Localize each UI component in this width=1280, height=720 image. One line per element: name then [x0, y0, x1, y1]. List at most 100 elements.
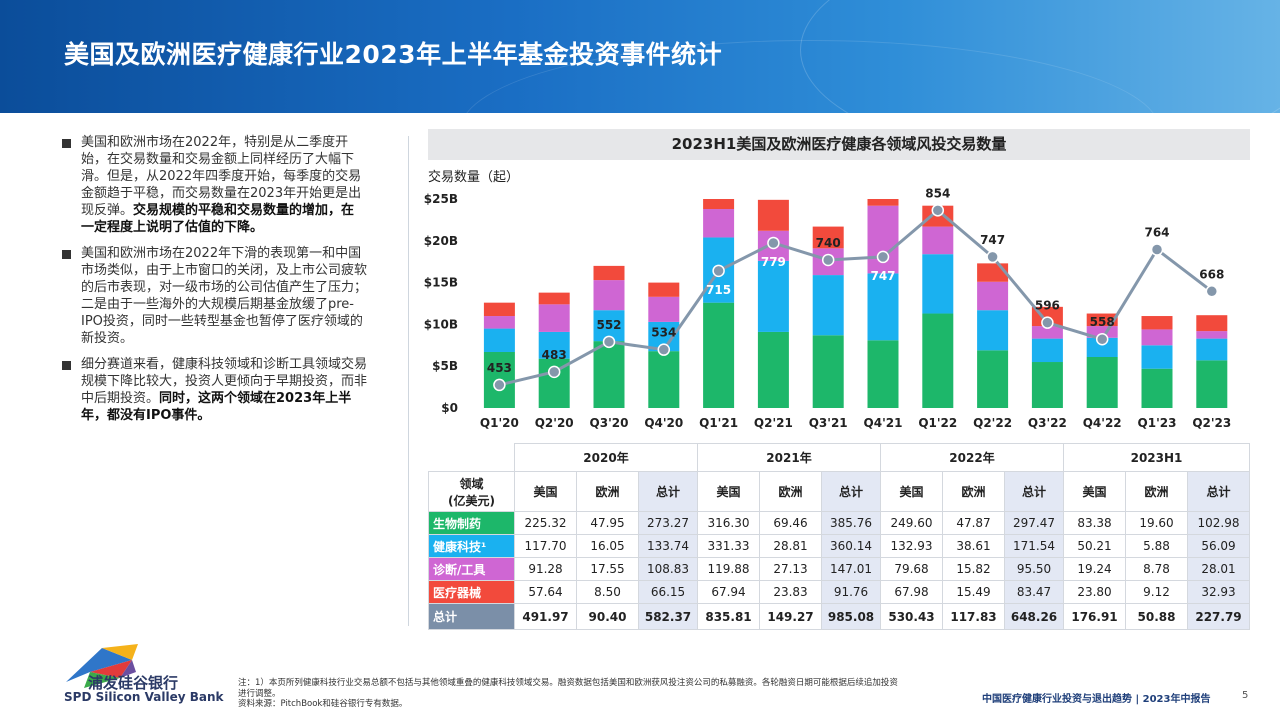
table-value-cell: 17.55 — [576, 557, 639, 581]
table-value-cell: 57.64 — [514, 580, 577, 604]
bar-segment — [1086, 357, 1118, 408]
bar-segment — [1086, 313, 1118, 327]
table-value-cell: 32.93 — [1187, 580, 1250, 604]
deal-count-point — [931, 204, 945, 217]
table-value-cell: 28.01 — [1187, 557, 1250, 581]
x-tick-label: Q4'20 — [644, 416, 683, 430]
table-category-cell: 生物制药 — [428, 511, 515, 535]
table-value-cell: 102.98 — [1187, 511, 1250, 535]
table-value-cell: 133.74 — [638, 534, 698, 558]
table-sub-header: 美国 — [880, 471, 943, 512]
x-tick-label: Q2'22 — [973, 416, 1012, 430]
bar-segment — [867, 340, 899, 408]
table-sub-header: 欧洲 — [942, 471, 1005, 512]
deal-count-label: 668 — [1199, 267, 1224, 281]
table-sub-header: 美国 — [697, 471, 760, 512]
bar-segment — [648, 296, 680, 322]
table-total-cell: 491.97 — [514, 603, 577, 630]
bar-segment — [1141, 329, 1173, 346]
header-banner: 美国及欧洲医疗健康行业2023年上半年基金投资事件统计 — [0, 0, 1280, 113]
table-sub-header: 欧洲 — [759, 471, 822, 512]
deal-count-point — [821, 253, 835, 267]
chart-y-axis-label: 交易数量（起） — [428, 170, 520, 185]
table-value-cell: 67.98 — [880, 580, 943, 604]
table-row: 医疗器械 57.64 8.50 66.15 67.94 23.83 91.76 67.98 15… — [428, 580, 1250, 604]
table-value-cell: 19.60 — [1125, 511, 1188, 535]
deal-count-label: 596 — [1035, 299, 1060, 313]
deal-count-label: 558 — [1090, 315, 1115, 329]
deal-count-point — [986, 250, 999, 264]
table-category-cell: 健康科技¹ — [428, 534, 515, 558]
table-value-cell: 50.21 — [1063, 534, 1126, 558]
table-year-header-row: 2020年 2021年 2022年 2023H1 — [429, 443, 1250, 472]
table-value-cell: 316.30 — [697, 511, 760, 535]
bullet-square-icon — [62, 361, 71, 370]
table-value-cell: 47.95 — [576, 511, 639, 535]
table-sub-header: 美国 — [1063, 471, 1126, 512]
table-value-cell: 273.27 — [638, 511, 698, 535]
bar-segment — [922, 226, 954, 255]
deal-count-point — [1041, 316, 1054, 329]
table-row: 诊断/工具 91.28 17.55 108.83 119.88 27.13 147.01 79… — [428, 557, 1250, 581]
bar-segment — [922, 313, 954, 408]
table-sub-header: 欧洲 — [576, 471, 639, 512]
deal-count-point — [712, 264, 725, 278]
x-tick-label: Q2'23 — [1192, 416, 1231, 430]
table-value-cell: 119.88 — [697, 557, 760, 581]
table-row: 生物制药 225.32 47.95 273.27 316.30 69.46 385.76 24… — [428, 511, 1250, 535]
table-sub-header-row: 领域 (亿美元) 美国 欧洲 总计 美国 欧洲 总计 美国 欧洲 总计 美国 欧洲 总计 — [428, 471, 1250, 512]
bar-segment — [593, 341, 625, 408]
table-value-cell: 47.87 — [942, 511, 1005, 535]
table-total-cell: 582.37 — [638, 603, 698, 630]
deal-count-point — [657, 343, 671, 356]
table-total-label: 总计 — [428, 603, 515, 630]
bar-segment — [757, 199, 789, 231]
table-value-cell: 69.46 — [759, 511, 822, 535]
footnote-note: 注：1）本页所列健康科技行业交易总额不包括与其他领域重叠的健康科技领域交易。融资… — [238, 678, 898, 699]
table-value-cell: 91.76 — [821, 580, 881, 604]
y-tick-label: $10B — [424, 317, 458, 331]
table-year-header: 2020年 — [514, 443, 698, 472]
bar-segment — [867, 205, 899, 274]
bar-segment — [1031, 362, 1063, 408]
table-value-cell: 171.54 — [1004, 534, 1064, 558]
bullet-square-icon — [62, 139, 71, 148]
bar-segment — [593, 265, 625, 281]
table-corner-cell — [429, 444, 515, 472]
table-row: 健康科技¹ 117.70 16.05 133.74 331.33 28.81 360.14 1… — [428, 534, 1250, 558]
bullet-item: 美国和欧洲市场在2022年下滑的表现第一和中国市场类似，由于上市窗口的关闭，及上… — [62, 245, 367, 347]
table-value-cell: 225.32 — [514, 511, 577, 535]
bar-segment — [1141, 368, 1173, 408]
bar-segment — [648, 282, 680, 297]
table-category-cell: 诊断/工具 — [428, 557, 515, 581]
bar-segment — [1031, 326, 1063, 339]
x-tick-label: Q1'21 — [699, 416, 738, 430]
table-field-header: 领域 (亿美元) — [428, 471, 515, 512]
deal-count-label: 854 — [925, 186, 950, 200]
deal-count-label: 483 — [542, 348, 567, 362]
deal-count-point — [1095, 332, 1109, 346]
table-value-cell: 27.13 — [759, 557, 822, 581]
deal-count-label: 740 — [816, 236, 841, 250]
investment-table: 2020年 2021年 2022年 2023H1 领域 (亿美元) 美国 欧洲 总计 美国 欧洲 总计… — [428, 443, 1250, 630]
x-tick-label: Q3'20 — [590, 416, 629, 430]
table-value-cell: 23.83 — [759, 580, 822, 604]
bar-segment — [812, 335, 844, 408]
bar-segment — [1031, 338, 1063, 363]
table-total-cell: 648.26 — [1004, 603, 1064, 630]
table-value-cell: 249.60 — [880, 511, 943, 535]
table-value-cell: 297.47 — [1004, 511, 1064, 535]
bar-segment — [867, 199, 899, 206]
bullet-text: 美国和欧洲市场在2022年下滑的表现第一和中国市场类似，由于上市窗口的关闭，及上… — [81, 246, 368, 346]
page-title: 美国及欧洲医疗健康行业2023年上半年基金投资事件统计 — [64, 40, 723, 69]
bullet-square-icon — [62, 250, 71, 259]
table-value-cell: 66.15 — [638, 580, 698, 604]
bar-segment — [1141, 316, 1173, 330]
table-value-cell: 117.70 — [514, 534, 577, 558]
bar-segment — [538, 304, 570, 332]
deal-count-point — [493, 378, 506, 392]
bullet-bold-text: 同时，这两个领域在2023年上半年，都没有IPO事件。 — [81, 391, 352, 423]
logo-english-name: SPD Silicon Valley Bank — [64, 690, 224, 704]
table-value-cell: 9.12 — [1125, 580, 1188, 604]
